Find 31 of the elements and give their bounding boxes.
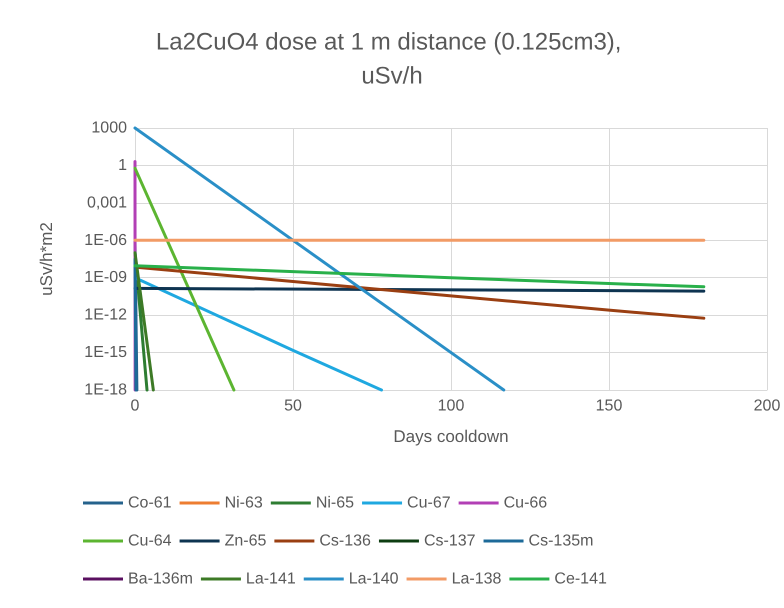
x-tick-label: 150 [596,398,622,414]
legend-label: Ce-141 [554,570,607,588]
y-tick-label: 1000 [91,120,128,136]
y-tick-label: 1E-12 [84,306,128,324]
legend-label: Cs-136 [319,532,372,550]
y-tick-label: 1E-15 [84,344,128,362]
legend-label: Cs-137 [424,532,476,550]
legend-label: Zn-65 [224,532,266,550]
y-tick-label: 1E-18 [84,382,128,398]
x-axis-title: Days cooldown [393,427,509,446]
chart-title: La2CuO4 dose at 1 m distance (0.125cm3), uSv/h [156,28,628,90]
legend-label: Cs-135m [528,532,594,550]
y-tick-label: 1E-09 [84,269,128,286]
legend-label: Ba-136m [128,570,193,588]
y-tick-label: 1 [118,156,128,174]
legend-label: La-138 [452,570,502,588]
y-tick-label: 1E-06 [84,232,128,249]
y-axis-title: uSv/h*m2 [37,222,56,296]
y-tick-label: 0,001 [86,194,128,212]
x-tick-label: 0 [130,398,140,414]
legend-label: Cu-64 [128,532,172,550]
legend-label: La-141 [246,570,296,588]
x-tick-label: 200 [754,398,780,414]
x-tick-label: 100 [438,398,464,414]
legend-label: La-140 [348,570,399,588]
legend-label: Co-61 [128,494,172,512]
legend-label: Cu-67 [407,494,451,512]
legend-label: Ni-65 [316,494,354,512]
legend-label: Cu-66 [504,494,548,512]
x-tick-label: 50 [284,398,302,414]
legend-label: Ni-63 [224,494,263,512]
